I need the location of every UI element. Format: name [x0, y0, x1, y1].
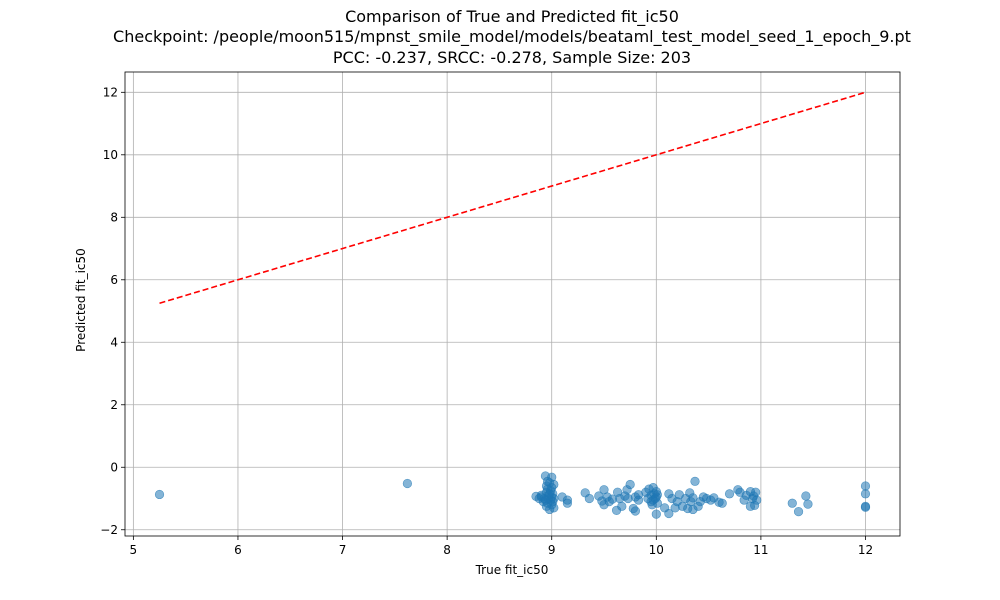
y-tick-label: 12	[103, 85, 118, 99]
x-tick-label: 9	[548, 543, 556, 557]
y-tick-label: 6	[110, 273, 118, 287]
grid	[125, 72, 900, 536]
chart-checkpoint-line: Checkpoint: /people/moon515/mpnst_smile_…	[113, 27, 911, 47]
y-tick-label: 10	[103, 148, 118, 162]
x-tick-label: 10	[649, 543, 664, 557]
data-point	[688, 493, 698, 503]
axis-ticks: 5 6 7 8 9 10 11 12 −2 0 2 4 6 8 10 12	[100, 85, 873, 557]
x-tick-label: 6	[234, 543, 242, 557]
x-tick-label: 11	[753, 543, 768, 557]
data-point	[651, 509, 661, 519]
x-tick-label: 5	[130, 543, 138, 557]
data-point	[690, 476, 700, 486]
chart-stats-line: PCC: -0.237, SRCC: -0.278, Sample Size: …	[333, 48, 691, 67]
data-point	[549, 503, 559, 513]
y-tick-label: 0	[110, 460, 118, 474]
data-point	[752, 495, 762, 505]
data-point	[402, 478, 412, 489]
data-point	[803, 499, 813, 509]
data-point	[652, 490, 662, 500]
data-point	[664, 508, 674, 519]
scatter-points	[154, 471, 871, 519]
data-point	[860, 489, 871, 499]
data-point	[617, 501, 627, 511]
x-tick-label: 7	[339, 543, 347, 557]
data-point	[630, 506, 640, 516]
y-tick-label: −2	[100, 523, 118, 537]
chart-title: Comparison of True and Predicted fit_ic5…	[345, 7, 679, 27]
data-point	[584, 493, 594, 504]
data-point	[801, 491, 811, 501]
plot-frame	[124, 71, 901, 537]
y-tick-label: 4	[110, 335, 118, 349]
data-point	[717, 498, 727, 508]
x-tick-label: 8	[443, 543, 451, 557]
data-point	[860, 502, 871, 512]
x-axis-label: True fit_ic50	[475, 563, 549, 577]
data-point	[633, 495, 644, 505]
y-tick-label: 2	[110, 398, 118, 412]
data-point	[751, 487, 761, 497]
data-point	[562, 498, 573, 508]
data-point	[787, 498, 797, 508]
data-point	[860, 481, 871, 491]
y-tick-label: 8	[110, 210, 118, 224]
data-point	[724, 489, 735, 499]
data-point	[154, 489, 165, 500]
data-point	[625, 479, 635, 490]
data-point	[652, 498, 662, 508]
data-point	[542, 476, 553, 486]
identity-reference-line	[159, 91, 866, 304]
y-axis-label: Predicted fit_ic50	[74, 248, 88, 352]
reference-line-layer	[159, 91, 866, 304]
x-tick-label: 12	[858, 543, 873, 557]
data-point	[545, 489, 555, 499]
data-point	[793, 507, 804, 517]
